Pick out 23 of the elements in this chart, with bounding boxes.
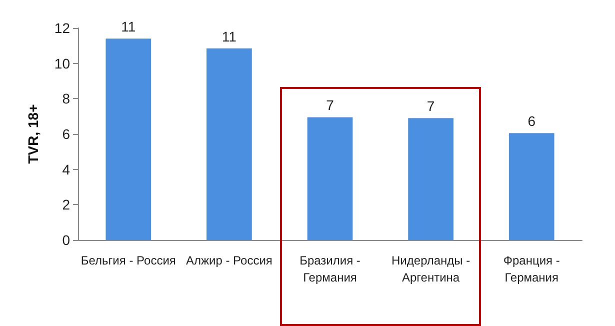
y-axis-title: TVR, 18+ (25, 104, 41, 164)
bar (307, 117, 353, 240)
x-tick-label: Алжир - Россия (186, 254, 272, 268)
y-tick-label: 10 (54, 55, 70, 72)
y-tick-label: 0 (62, 232, 70, 248)
y-tick-label: 12 (54, 20, 70, 36)
x-tick-label: Бельгия - Россия (80, 254, 176, 268)
bar (408, 118, 454, 240)
data-label: 7 (426, 98, 435, 114)
x-tick-label: Франция - Германия (503, 254, 560, 284)
data-label: 7 (326, 97, 334, 114)
data-label: 6 (528, 113, 536, 130)
bar (106, 38, 152, 240)
y-tick-label: 8 (62, 90, 70, 107)
bar (508, 133, 554, 240)
bar (206, 48, 252, 240)
data-label: 11 (222, 28, 237, 44)
x-tick-label: Нидерланды - Аргентина (392, 254, 470, 284)
y-tick-label: 2 (62, 196, 70, 213)
y-tick-label: 6 (62, 126, 70, 142)
y-tick-label: 4 (62, 161, 70, 178)
data-label: 11 (121, 18, 136, 35)
x-tick-label: Бразилия - Германия (300, 254, 360, 284)
